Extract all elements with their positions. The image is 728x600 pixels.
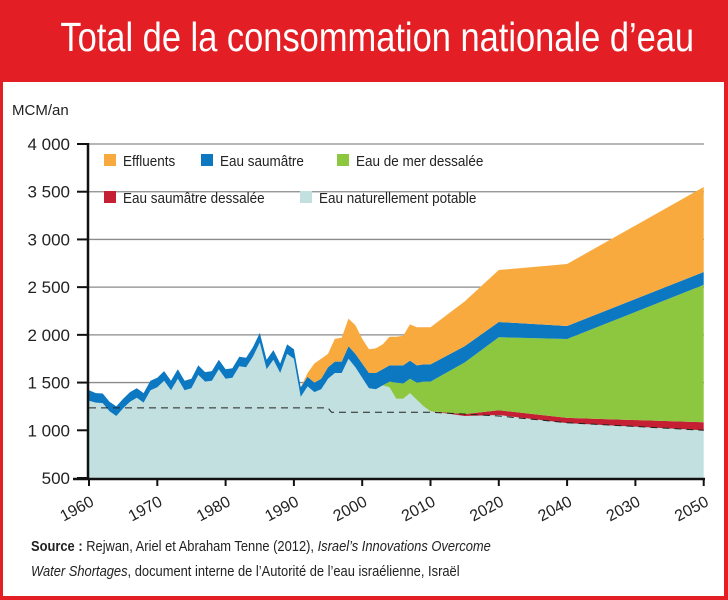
y-tick-label: 2 500 <box>27 278 70 297</box>
legend-label: Effluents <box>123 153 175 170</box>
source-text-2: , document interne de l’Autorité de l’ea… <box>127 563 460 580</box>
chart-panel: 500 1 000 1 500 2 000 2 500 3 000 3 500 4 000 19… <box>3 82 724 596</box>
x-tick-label: 2010 <box>399 493 438 525</box>
source-label: Source : <box>31 538 83 555</box>
reference-line <box>89 407 704 431</box>
x-tick-label: 2050 <box>672 493 711 525</box>
legend-label: Eau saumâtre <box>220 153 304 170</box>
legend-swatch <box>300 191 312 203</box>
area-eau-naturellement-potable <box>89 342 704 478</box>
y-tick-label: 1 500 <box>27 374 70 393</box>
legend-label: Eau de mer dessalée <box>356 153 483 170</box>
area-eau-de-mer-dessal-e <box>89 284 704 423</box>
legend-swatch <box>104 154 116 166</box>
y-tick-label: 500 <box>42 469 70 488</box>
x-tick-label: 2030 <box>604 493 643 525</box>
y-axis-label: MCM/an <box>12 102 69 119</box>
chart-title-text: Total de la consommation nationale d’eau <box>60 14 695 60</box>
chart-title: Total de la consommation nationale d’eau <box>0 14 728 61</box>
dashed-reference-line <box>89 407 704 431</box>
area-effluents <box>89 187 704 407</box>
source-text-1: Rejwan, Ariel et Abraham Tenne (2012), <box>82 538 318 555</box>
x-tick-label: 2020 <box>467 493 506 525</box>
y-tick-label: 2 000 <box>27 326 70 345</box>
y-tick-label: 1 000 <box>27 421 70 440</box>
chart-svg: 500 1 000 1 500 2 000 2 500 3 000 3 500 4 000 19… <box>12 102 712 525</box>
legend-label: Eau naturellement potable <box>319 190 476 207</box>
source-italic-1: Israel’s Innovations Overcome <box>317 538 491 555</box>
legend-swatch <box>337 154 349 166</box>
area-eau-saum-tre-dessal-e <box>89 342 704 431</box>
x-tick-label: 1970 <box>126 493 165 525</box>
x-tick-label: 1980 <box>194 493 233 525</box>
source-italic-2: Water Shortages <box>31 563 128 580</box>
legend: Effluents Eau saumâtre Eau de mer dessalée… <box>104 153 483 207</box>
y-tick-label: 3 000 <box>27 230 70 249</box>
source-line-2: Water Shortages, document interne de l’A… <box>31 563 460 580</box>
stacked-areas <box>89 187 704 478</box>
x-tick-label: 1960 <box>57 493 96 525</box>
x-tick-label: 2040 <box>536 493 575 525</box>
legend-label: Eau saumâtre dessalée <box>123 190 265 207</box>
legend-swatch <box>104 191 116 203</box>
x-tick-label: 2000 <box>331 493 370 525</box>
y-tick-label: 3 500 <box>27 183 70 202</box>
y-tick-label: 4 000 <box>27 135 70 154</box>
source-line-1: Source : Rejwan, Ariel et Abraham Tenne … <box>31 538 491 555</box>
legend-swatch <box>201 154 213 166</box>
x-tick-label: 1990 <box>262 493 301 525</box>
